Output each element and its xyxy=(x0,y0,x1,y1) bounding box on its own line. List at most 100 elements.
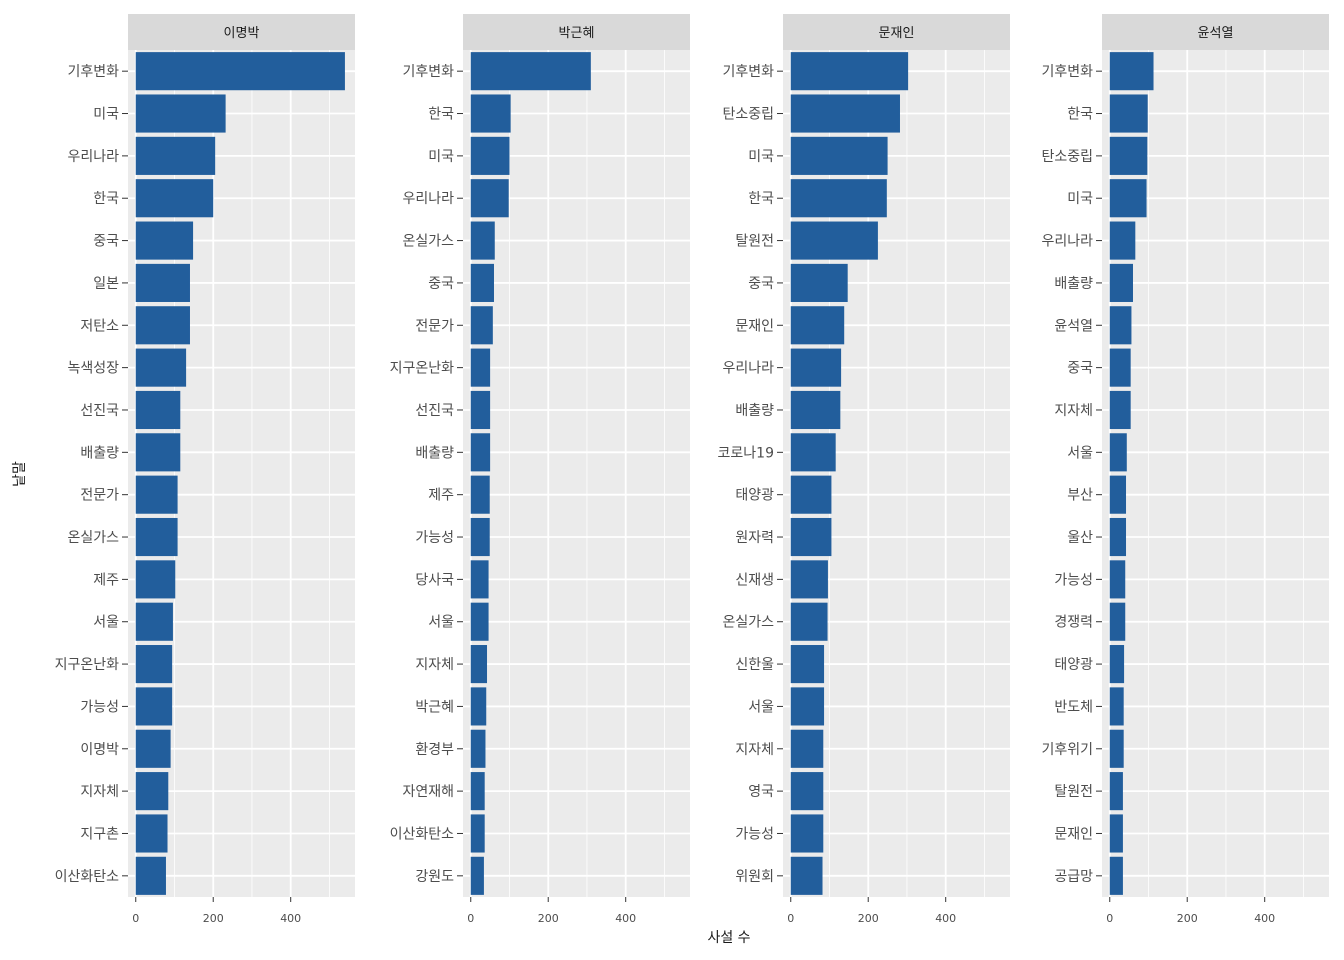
facet-strip-label: 문재인 xyxy=(879,26,915,41)
y-tick-label: 한국 xyxy=(93,191,119,207)
y-tick-label: 우리나라 xyxy=(1041,234,1093,250)
y-tick-label: 우리나라 xyxy=(722,361,774,377)
y-tick-label: 한국 xyxy=(1067,107,1093,123)
bar xyxy=(135,772,169,811)
x-tick-label: 400 xyxy=(615,912,636,925)
y-tick-label: 기후위기 xyxy=(1041,742,1093,758)
bar xyxy=(470,475,490,514)
y-tick-label: 원자력 xyxy=(735,530,774,546)
y-tick-label: 태양광 xyxy=(1054,657,1093,673)
bar xyxy=(790,517,832,557)
y-tick-label: 탄소중립 xyxy=(722,107,774,123)
bar xyxy=(790,390,841,430)
bar xyxy=(470,136,510,175)
y-tick-label: 기후변화 xyxy=(67,64,119,80)
y-tick-label: 위원회 xyxy=(735,869,774,885)
bar xyxy=(135,602,173,641)
y-tick-label: 지자체 xyxy=(735,742,774,758)
bar xyxy=(790,475,832,514)
bar xyxy=(470,433,491,472)
y-tick-label: 녹색성장 xyxy=(67,361,119,377)
bar xyxy=(790,179,887,218)
panel-background xyxy=(1102,50,1329,897)
x-tick-label: 200 xyxy=(203,912,224,925)
bar xyxy=(1109,687,1124,726)
bar xyxy=(470,390,491,430)
panel-background xyxy=(128,50,355,897)
x-tick-label: 0 xyxy=(132,912,139,925)
y-tick-label: 기후변화 xyxy=(1041,64,1093,80)
y-tick-label: 우리나라 xyxy=(402,191,454,207)
y-tick-label: 지구촌 xyxy=(80,826,119,842)
y-tick-label: 제주 xyxy=(428,488,454,504)
bar xyxy=(470,602,489,641)
bar xyxy=(1109,348,1131,387)
bar xyxy=(135,433,181,472)
bar xyxy=(1109,306,1132,345)
y-tick-label: 공급망 xyxy=(1054,869,1093,885)
x-tick-label: 200 xyxy=(538,912,559,925)
bar xyxy=(790,94,900,133)
y-tick-label: 영국 xyxy=(748,784,774,800)
bar xyxy=(1109,560,1126,599)
bar xyxy=(790,602,828,641)
y-tick-label: 탈원전 xyxy=(1054,784,1093,800)
panel-background xyxy=(783,50,1010,897)
y-tick-label: 신한울 xyxy=(735,657,774,673)
x-tick-label: 0 xyxy=(787,912,794,925)
bar xyxy=(470,560,489,599)
bar xyxy=(470,687,487,726)
y-tick-label: 서울 xyxy=(748,699,774,715)
y-tick-label: 부산 xyxy=(1067,488,1093,504)
y-tick-label: 윤석열 xyxy=(1054,318,1093,334)
y-tick-label: 서울 xyxy=(93,615,119,631)
y-tick-label: 탄소중립 xyxy=(1041,149,1093,165)
bar xyxy=(470,856,484,895)
y-tick-label: 배출량 xyxy=(1054,276,1093,292)
y-tick-label: 미국 xyxy=(1067,191,1093,207)
bar xyxy=(790,136,888,175)
bar xyxy=(790,306,845,345)
bar xyxy=(790,52,909,91)
bar xyxy=(135,517,178,557)
bar xyxy=(470,517,490,557)
bar xyxy=(1109,179,1147,218)
y-tick-label: 탈원전 xyxy=(735,234,774,250)
bar xyxy=(135,390,181,430)
bar xyxy=(135,645,173,684)
facet-strip-label: 박근혜 xyxy=(559,26,595,41)
x-tick-label: 400 xyxy=(935,912,956,925)
y-tick-label: 배출량 xyxy=(80,445,119,461)
y-tick-label: 이산화탄소 xyxy=(390,826,455,842)
bar xyxy=(1109,517,1127,557)
bar xyxy=(470,348,491,387)
y-tick-label: 경쟁력 xyxy=(1054,615,1093,631)
x-tick-label: 400 xyxy=(280,912,301,925)
bar xyxy=(1109,221,1136,260)
y-tick-label: 온실가스 xyxy=(722,615,774,631)
x-tick-label: 0 xyxy=(467,912,474,925)
y-tick-label: 배출량 xyxy=(415,445,454,461)
y-tick-label: 코로나19 xyxy=(718,445,774,461)
bar xyxy=(135,136,216,175)
bar xyxy=(470,179,509,218)
bar xyxy=(135,814,168,853)
bar xyxy=(135,94,226,133)
bar xyxy=(790,433,836,472)
facet-panel-3: 기후변화탄소중립미국한국탈원전중국문재인우리나라배출량코로나19태양광원자력신재… xyxy=(718,14,1010,925)
y-tick-label: 신재생 xyxy=(735,572,774,588)
y-tick-label: 배출량 xyxy=(735,403,774,419)
bar xyxy=(790,560,828,599)
y-tick-label: 저탄소 xyxy=(80,318,119,334)
bar xyxy=(790,814,824,853)
bar xyxy=(790,687,825,726)
bar xyxy=(135,306,190,345)
x-tick-label: 200 xyxy=(858,912,879,925)
facet-panel-1: 기후변화미국우리나라한국중국일본저탄소녹색성장선진국배출량전문가온실가스제주서울… xyxy=(55,14,355,925)
bar xyxy=(1109,94,1148,133)
y-tick-label: 중국 xyxy=(1067,361,1093,377)
bar xyxy=(1109,814,1123,853)
bar xyxy=(1109,729,1124,768)
bar xyxy=(135,687,173,726)
